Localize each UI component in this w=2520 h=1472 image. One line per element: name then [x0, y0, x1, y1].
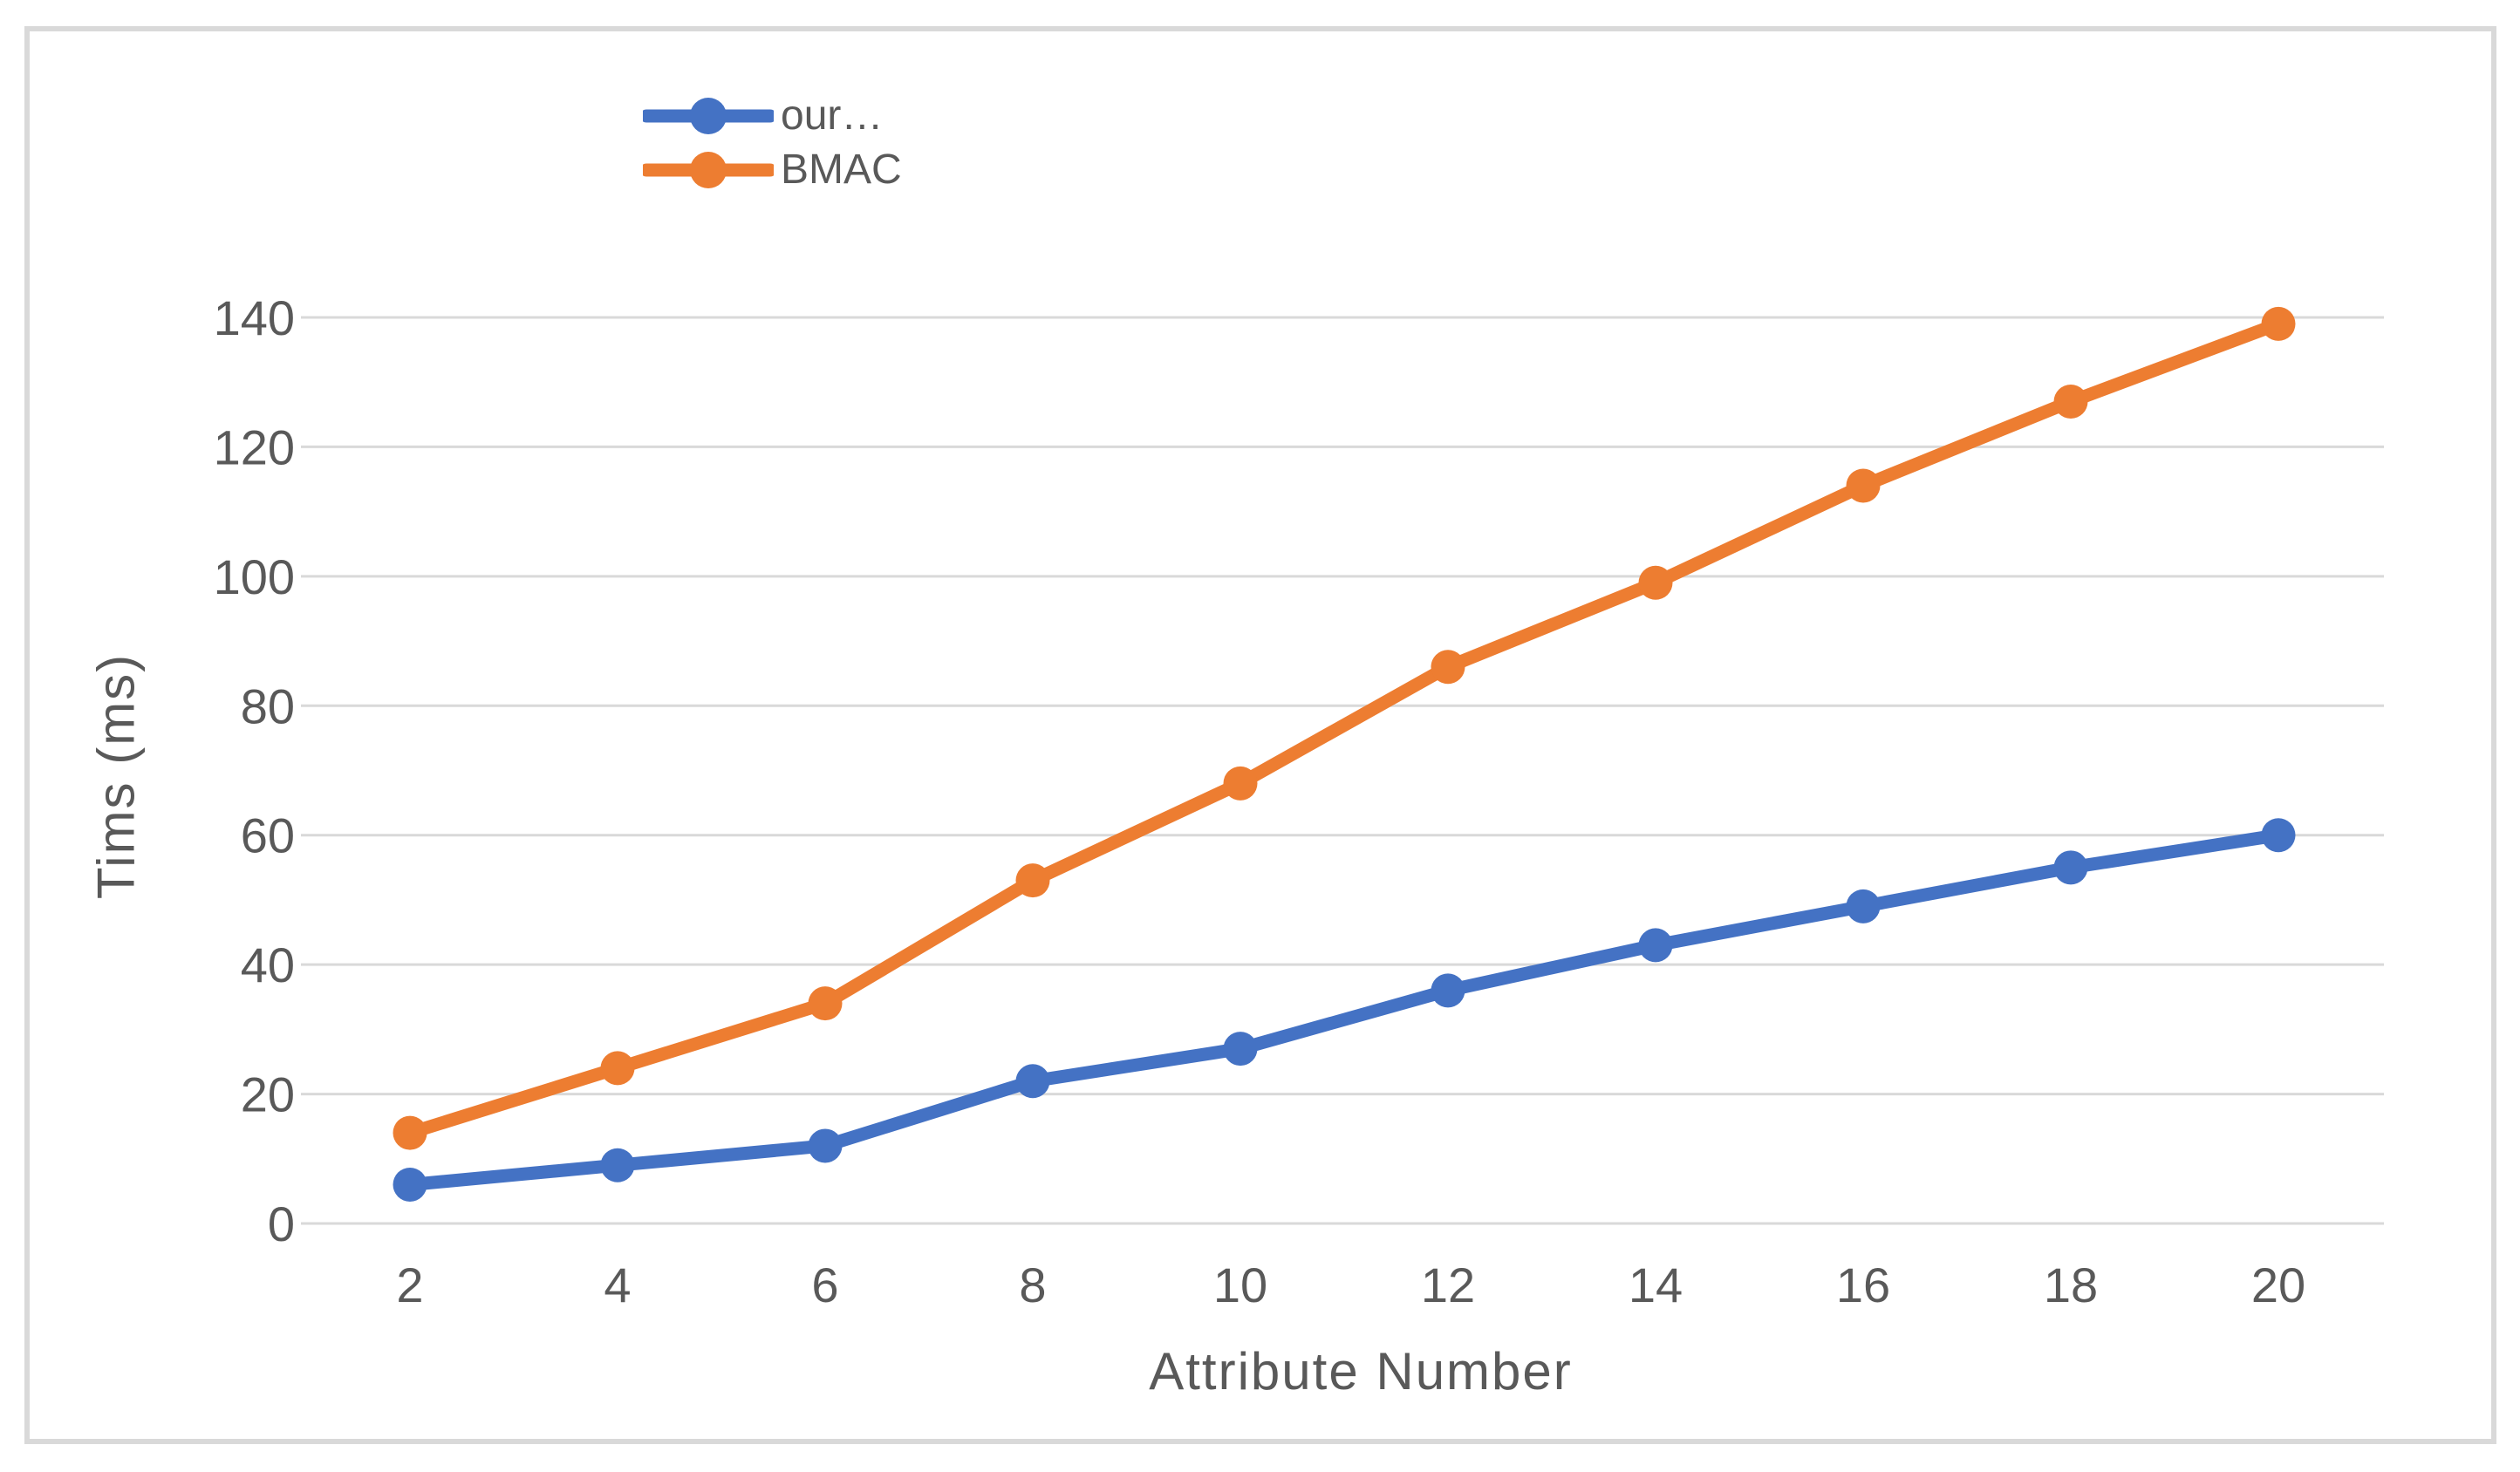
- legend-item-our: our…: [643, 91, 902, 141]
- legend-label-bmac: BMAC: [781, 147, 902, 193]
- data-point-our…-x16: [1846, 889, 1881, 923]
- data-point-our…-x10: [1223, 1032, 1258, 1067]
- data-point-BMAC-x20: [2261, 306, 2296, 341]
- y-tick-label-0: 0: [268, 1196, 295, 1251]
- data-point-our…-x2: [393, 1167, 427, 1202]
- data-point-BMAC-x6: [808, 986, 843, 1021]
- x-tick-label-10: 10: [1213, 1257, 1267, 1312]
- x-tick-label-16: 16: [1836, 1257, 1890, 1312]
- data-point-BMAC-x14: [1638, 565, 1673, 600]
- x-tick-label-8: 8: [1019, 1257, 1046, 1312]
- y-tick-label-60: 60: [241, 808, 295, 863]
- y-tick-label-20: 20: [241, 1067, 295, 1122]
- data-point-our…-x18: [2053, 850, 2088, 885]
- x-axis-title: Attribute Number: [1149, 1342, 1573, 1400]
- y-tick-label-120: 120: [214, 419, 295, 474]
- x-tick-label-18: 18: [2044, 1257, 2098, 1312]
- legend: our… BMAC: [643, 91, 902, 195]
- data-point-BMAC-x2: [393, 1115, 427, 1150]
- data-point-BMAC-x18: [2053, 384, 2088, 419]
- data-point-BMAC-x8: [1015, 863, 1050, 898]
- y-tick-label-100: 100: [214, 549, 295, 604]
- series-line-our…: [403, 828, 2285, 1191]
- data-point-BMAC-x12: [1431, 650, 1465, 685]
- legend-label-our: our…: [781, 92, 884, 139]
- data-point-our…-x4: [600, 1148, 635, 1182]
- data-point-BMAC-x10: [1223, 766, 1258, 801]
- x-tick-label-14: 14: [1629, 1257, 1683, 1312]
- data-point-our…-x20: [2261, 818, 2296, 853]
- chart-border: [24, 26, 2496, 1444]
- x-tick-label-20: 20: [2251, 1257, 2305, 1312]
- data-point-our…-x8: [1015, 1064, 1050, 1099]
- legend-line-marker-bmac-icon: [643, 152, 774, 188]
- legend-line-marker-our-icon: [643, 98, 774, 134]
- legend-item-bmac: BMAC: [643, 145, 902, 195]
- x-tick-label-4: 4: [604, 1257, 631, 1312]
- y-tick-label-40: 40: [241, 937, 295, 992]
- series-line-BMAC: [403, 317, 2285, 1140]
- y-tick-label-80: 80: [241, 678, 295, 733]
- data-point-our…-x12: [1431, 973, 1465, 1008]
- y-tick-label-140: 140: [214, 290, 295, 345]
- x-tick-label-2: 2: [396, 1257, 423, 1312]
- x-tick-label-12: 12: [1421, 1257, 1475, 1312]
- data-point-BMAC-x4: [600, 1051, 635, 1086]
- x-tick-label-6: 6: [811, 1257, 838, 1312]
- data-point-BMAC-x16: [1846, 468, 1881, 503]
- data-point-our…-x14: [1638, 928, 1673, 963]
- y-axis-title: Tims (ms): [86, 652, 146, 900]
- data-point-our…-x6: [808, 1128, 843, 1163]
